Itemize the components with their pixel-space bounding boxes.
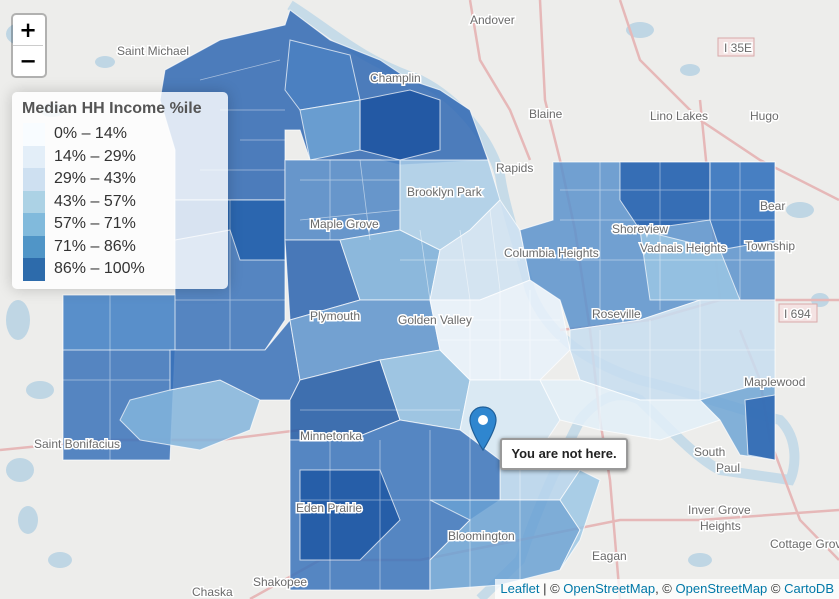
place-label-heights: Heights bbox=[700, 519, 741, 533]
place-label-lino-lakes: Lino Lakes bbox=[650, 109, 708, 123]
place-label-eden-prairie: Eden Prairie bbox=[296, 501, 362, 515]
place-label-chaska: Chaska bbox=[192, 585, 233, 599]
place-label-champlin: Champlin bbox=[370, 71, 421, 85]
legend: Median HH Income %ile 0% – 14% 14% – 29% 2… bbox=[12, 92, 228, 289]
zoom-in-button[interactable]: + bbox=[13, 15, 43, 46]
place-label-columbia-heights: Columbia Heights bbox=[504, 246, 599, 260]
place-label-bear: Bear bbox=[760, 199, 785, 213]
place-label-hugo: Hugo bbox=[750, 109, 779, 123]
legend-swatch bbox=[23, 145, 45, 168]
place-label-vadnais-heights: Vadnais Heights bbox=[640, 241, 727, 255]
legend-items: 0% – 14% 14% – 29% 29% – 43% 43% – 57% 57% –… bbox=[22, 123, 218, 281]
interstate-shields: I 35E I 694 bbox=[717, 37, 818, 323]
tract[interactable] bbox=[559, 469, 601, 571]
legend-label: 14% – 29% bbox=[54, 147, 136, 165]
zoom-control: + − bbox=[11, 13, 47, 78]
place-label-saint-bonifacius: Saint Bonifacius bbox=[34, 437, 120, 451]
legend-item: 57% – 71% bbox=[22, 213, 218, 236]
tract[interactable] bbox=[539, 379, 721, 441]
legend-label: 71% – 86% bbox=[54, 237, 136, 255]
legend-label: 0% – 14% bbox=[54, 125, 127, 142]
legend-swatch bbox=[23, 190, 45, 213]
attribution-cartodb-link[interactable]: CartoDB bbox=[784, 581, 834, 596]
place-label-rapids: Rapids bbox=[496, 161, 533, 175]
place-label-i35e: I 35E bbox=[724, 41, 752, 55]
place-label-andover: Andover bbox=[470, 13, 515, 27]
attribution-separator: | © bbox=[543, 581, 560, 596]
lakes bbox=[6, 22, 829, 568]
legend-item: 86% – 100% bbox=[22, 258, 218, 281]
zoom-out-button[interactable]: − bbox=[19, 49, 37, 73]
legend-item: 43% – 57% bbox=[22, 190, 218, 213]
place-label-inver-grove: Inver Grove bbox=[688, 503, 751, 517]
legend-label: 43% – 57% bbox=[54, 192, 136, 210]
attribution-separator: © bbox=[770, 581, 781, 596]
place-label-brooklyn-park: Brooklyn Park bbox=[407, 185, 483, 199]
place-label-shoreview: Shoreview bbox=[612, 222, 668, 236]
place-label-south: South bbox=[694, 445, 725, 459]
attribution: Leaflet | © OpenStreetMap, © OpenStreetM… bbox=[495, 579, 839, 599]
place-label-bloomington: Bloomington bbox=[448, 529, 515, 543]
legend-item: 71% – 86% bbox=[22, 235, 218, 258]
tract[interactable] bbox=[62, 294, 176, 351]
place-label-eagan: Eagan bbox=[592, 549, 627, 563]
legend-label: 86% – 100% bbox=[54, 260, 145, 277]
place-label-township: Township bbox=[745, 239, 795, 253]
legend-item: 29% – 43% bbox=[22, 168, 218, 191]
legend-swatch bbox=[23, 123, 45, 146]
place-label-maple-grove: Maple Grove bbox=[310, 217, 379, 231]
legend-label: 29% – 43% bbox=[54, 170, 136, 187]
tract[interactable] bbox=[709, 161, 776, 251]
attribution-osm-link[interactable]: OpenStreetMap bbox=[675, 581, 768, 596]
map-pin-icon[interactable] bbox=[469, 406, 497, 452]
place-label-i694: I 694 bbox=[784, 307, 811, 321]
place-label-maplewood: Maplewood bbox=[744, 375, 805, 389]
place-label-golden-valley: Golden Valley bbox=[398, 313, 472, 327]
tract[interactable] bbox=[359, 89, 441, 161]
legend-label: 57% – 71% bbox=[54, 215, 136, 232]
legend-swatch bbox=[23, 258, 45, 281]
tract[interactable] bbox=[299, 99, 361, 161]
legend-title: Median HH Income %ile bbox=[22, 100, 202, 117]
place-labels: Andover Saint Michael Champlin Blaine Li… bbox=[33, 12, 839, 599]
place-label-roseville: Roseville bbox=[592, 307, 641, 321]
tract[interactable] bbox=[744, 394, 776, 461]
place-label-paul: Paul bbox=[716, 461, 740, 475]
attribution-separator: , © bbox=[655, 581, 672, 596]
legend-swatch bbox=[23, 235, 45, 258]
legend-item: 0% – 14% bbox=[22, 123, 218, 146]
place-label-blaine: Blaine bbox=[529, 107, 563, 121]
place-label-plymouth: Plymouth bbox=[310, 309, 360, 323]
place-label-shakopee: Shakopee bbox=[253, 575, 307, 589]
tract-borders bbox=[63, 59, 775, 590]
legend-item: 14% – 29% bbox=[22, 145, 218, 168]
attribution-osm-link[interactable]: OpenStreetMap bbox=[563, 581, 656, 596]
place-label-saint-michael: Saint Michael bbox=[117, 44, 189, 58]
attribution-leaflet-link[interactable]: Leaflet bbox=[500, 581, 540, 596]
legend-swatch bbox=[23, 168, 45, 191]
marker-popup: You are not here. bbox=[500, 438, 628, 470]
place-label-cottage-grove: Cottage Grove bbox=[770, 537, 839, 551]
tract[interactable] bbox=[619, 161, 711, 231]
popup-text: You are not here. bbox=[511, 446, 617, 461]
legend-swatch bbox=[23, 213, 45, 236]
place-label-minnetonka: Minnetonka bbox=[300, 429, 362, 443]
